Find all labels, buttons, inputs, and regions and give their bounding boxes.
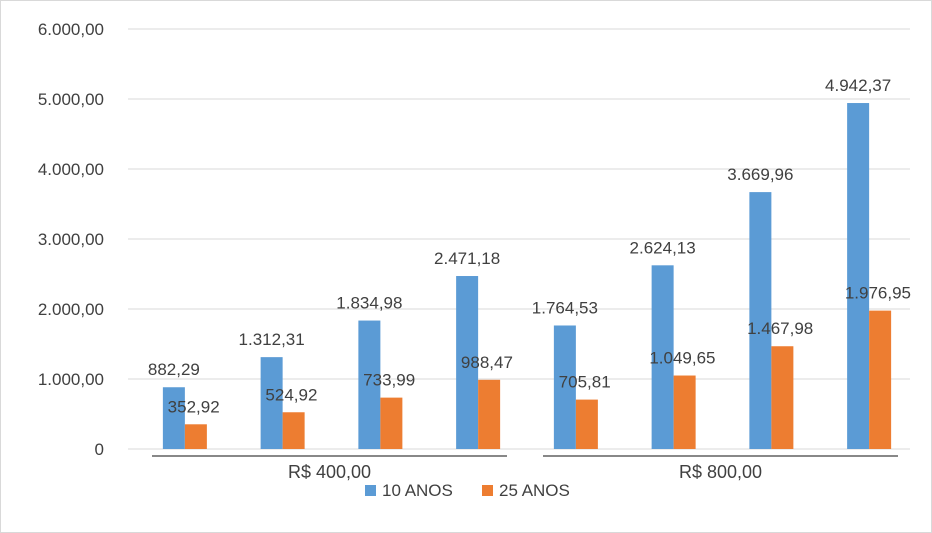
bar-series2 [869, 310, 892, 449]
data-label: 882,29 [148, 360, 200, 379]
legend-label: 10 ANOS [382, 481, 453, 500]
y-tick-label: 3.000,00 [38, 230, 104, 249]
data-label: 988,47 [461, 353, 513, 372]
group-label: R$ 400,00 [288, 462, 371, 482]
bar-series1 [162, 387, 185, 449]
legend-swatch [482, 485, 493, 496]
bar-series1 [358, 320, 381, 449]
y-tick-label: 5.000,00 [38, 90, 104, 109]
y-tick-label: 4.000,00 [38, 160, 104, 179]
y-tick-label: 2.000,00 [38, 300, 104, 319]
data-labels: 882,29 1.312,31 1.834,98 2.471,18 1.764,53 2.… [148, 76, 911, 416]
bar-series2 [380, 397, 403, 449]
data-label: 524,92 [265, 385, 317, 404]
legend-swatch [365, 485, 376, 496]
bar-series1 [456, 276, 479, 449]
legend: 10 ANOS 25 ANOS [365, 481, 570, 500]
legend-label: 25 ANOS [499, 481, 570, 500]
data-label: 2.624,13 [630, 238, 696, 257]
y-axis-ticks: 0 1.000,00 2.000,00 3.000,00 4.000,00 5.000,0… [38, 20, 104, 459]
y-tick-label: 0 [95, 440, 104, 459]
data-label: 705,81 [559, 373, 611, 392]
bar-series2 [771, 346, 794, 449]
bar-series2 [673, 375, 696, 449]
y-tick-label: 1.000,00 [38, 370, 104, 389]
data-label: 1.467,98 [747, 319, 813, 338]
data-label: 4.942,37 [825, 76, 891, 95]
bar-series1 [651, 265, 674, 449]
data-label: 1.312,31 [239, 330, 305, 349]
data-label: 1.049,65 [649, 349, 715, 368]
category-groups: R$ 400,00 R$ 800,00 [152, 455, 898, 482]
bar-series1 [749, 192, 772, 450]
bars [162, 103, 892, 450]
data-label: 733,99 [363, 371, 415, 390]
data-label: 1.976,95 [845, 284, 911, 303]
bar-series2 [478, 379, 501, 449]
bar-series1 [847, 103, 870, 449]
data-label: 352,92 [168, 397, 220, 416]
bar-series2 [184, 424, 207, 449]
data-label: 2.471,18 [434, 249, 500, 268]
data-label: 1.764,53 [532, 298, 598, 317]
data-label: 1.834,98 [336, 294, 402, 313]
bar-series2 [282, 412, 305, 449]
bar-series1 [260, 357, 283, 449]
bar-series1 [553, 325, 576, 449]
data-label: 3.669,96 [727, 165, 793, 184]
y-tick-label: 6.000,00 [38, 20, 104, 39]
bar-series2 [575, 399, 598, 449]
group-label: R$ 800,00 [679, 462, 762, 482]
